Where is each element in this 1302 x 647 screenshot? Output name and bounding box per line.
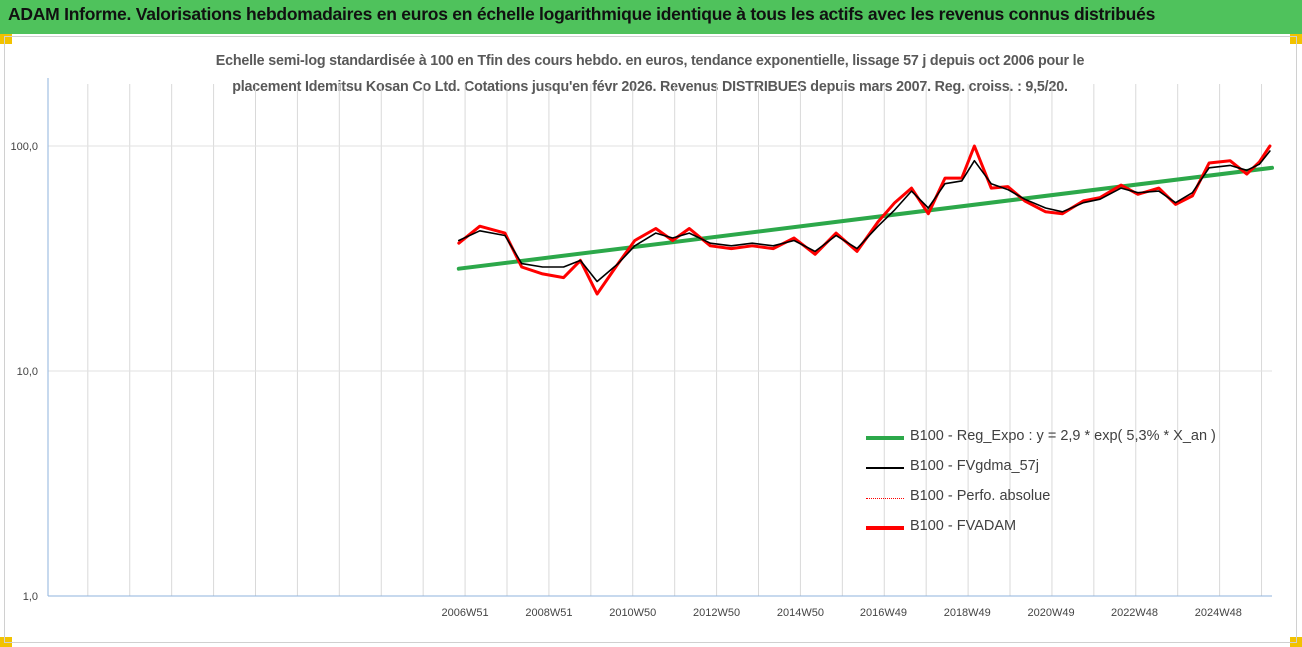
chart-frame bbox=[4, 36, 1297, 643]
y-tick-label: 10,0 bbox=[17, 366, 38, 378]
x-tick-label: 2022W48 bbox=[1111, 607, 1158, 619]
series-line-fvgdma bbox=[457, 150, 1271, 283]
chart-legend: B100 - Reg_Expo : y = 2,9 * exp( 5,3% * … bbox=[866, 428, 1266, 548]
legend-label-perfo: B100 - Perfo. absolue bbox=[910, 488, 1051, 504]
x-tick-label: 2018W49 bbox=[944, 607, 991, 619]
chart-title-line-1: Echelle semi-log standardisée à 100 en T… bbox=[215, 53, 1085, 69]
legend-swatch-regression bbox=[866, 436, 904, 440]
y-tick-label: 1,0 bbox=[23, 591, 38, 603]
series-line-regression bbox=[456, 165, 1274, 271]
x-tick-label: 2012W50 bbox=[693, 607, 740, 619]
legend-item-perfo: B100 - Perfo. absolue bbox=[866, 488, 1266, 518]
legend-swatch-fvadam bbox=[866, 526, 904, 530]
series-lines bbox=[456, 144, 1274, 296]
x-tick-label: 2016W49 bbox=[860, 607, 907, 619]
x-tick-label: 2024W48 bbox=[1195, 607, 1242, 619]
legend-item-fvgdma: B100 - FVgdma_57j bbox=[866, 458, 1266, 488]
axes bbox=[47, 78, 1272, 597]
series-line-perfo bbox=[458, 145, 1271, 295]
corner-accent-top-left bbox=[0, 34, 12, 44]
legend-item-regression: B100 - Reg_Expo : y = 2,9 * exp( 5,3% * … bbox=[866, 428, 1266, 458]
x-tick-label: 2008W51 bbox=[525, 607, 572, 619]
x-tick-label: 2006W51 bbox=[442, 607, 489, 619]
x-tick-label: 2014W50 bbox=[777, 607, 824, 619]
tick-labels: 1,0 10,0 100,0 2006W51 2008W51 2010W50 2012W50… bbox=[10, 141, 1241, 619]
y-tick-label: 100,0 bbox=[10, 141, 38, 153]
legend-swatch-fvgdma bbox=[866, 467, 904, 469]
legend-swatch-perfo bbox=[866, 498, 904, 499]
legend-label-fvadam: B100 - FVADAM bbox=[910, 518, 1017, 534]
legend-item-fvadam: B100 - FVADAM bbox=[866, 518, 1266, 548]
x-tick-label: 2010W50 bbox=[609, 607, 656, 619]
x-tick-label: 2020W49 bbox=[1028, 607, 1075, 619]
legend-label-regression: B100 - Reg_Expo : y = 2,9 * exp( 5,3% * … bbox=[910, 428, 1216, 444]
report-title: ADAM Informe. Valorisations hebdomadaire… bbox=[8, 4, 1156, 24]
legend-label-fvgdma: B100 - FVgdma_57j bbox=[910, 458, 1039, 474]
report-header: ADAM Informe. Valorisations hebdomadaire… bbox=[0, 0, 1302, 34]
chart-title-line-2: placement Idemitsu Kosan Co Ltd. Cotatio… bbox=[232, 79, 1068, 95]
